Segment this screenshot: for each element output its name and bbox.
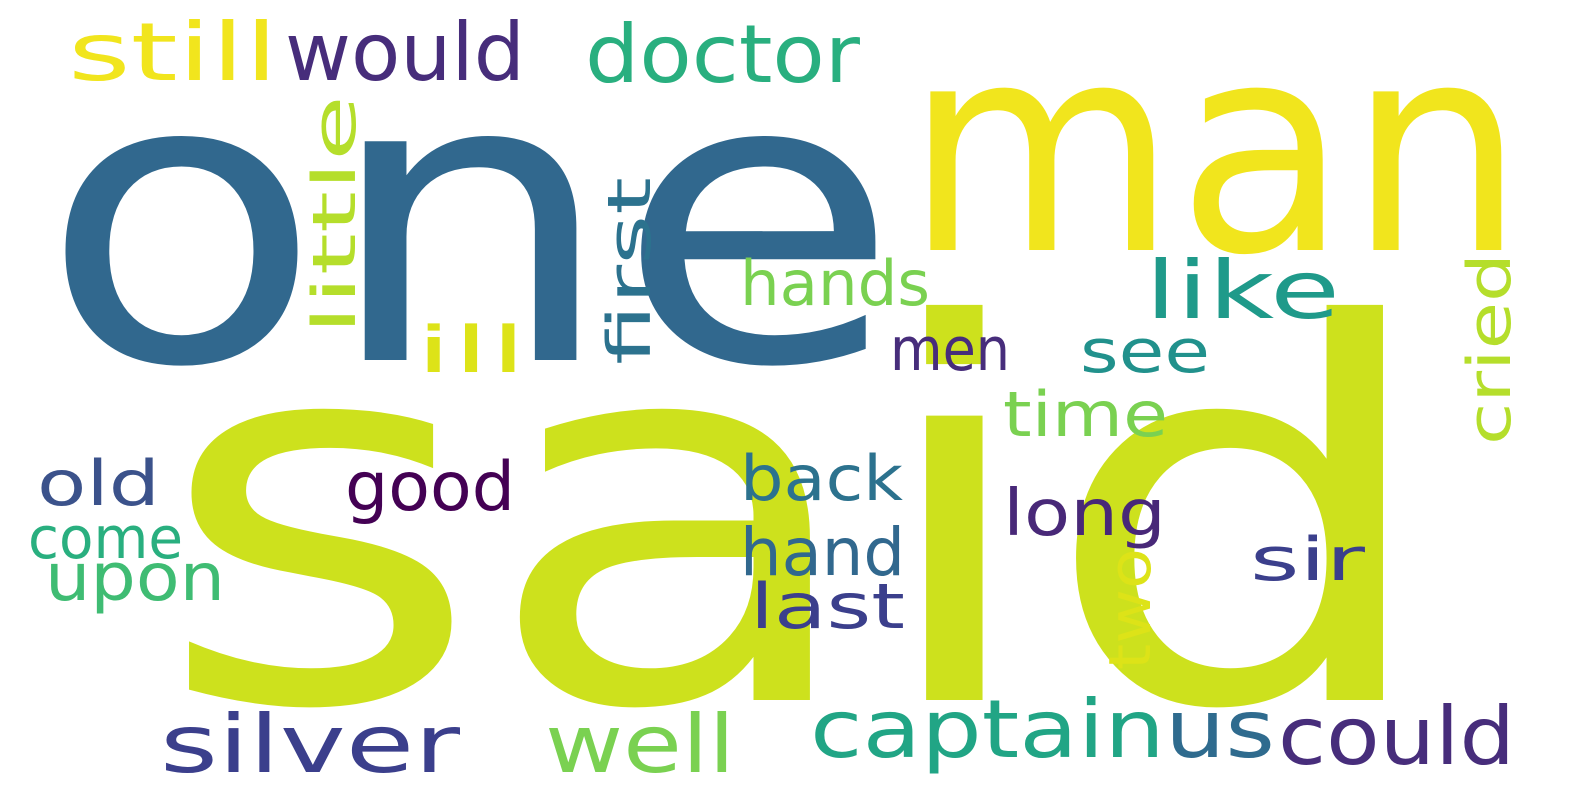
word-last: last — [750, 570, 905, 643]
word-time: time — [1003, 378, 1168, 451]
word-long: long — [1003, 477, 1166, 551]
word-little: little — [300, 95, 370, 335]
word-could: could — [1278, 690, 1515, 783]
word-would: would — [285, 6, 525, 99]
word-said: said — [155, 217, 1440, 810]
word-two: two — [1096, 548, 1164, 670]
word-back: back — [740, 442, 903, 515]
word-man: man — [905, 0, 1525, 319]
word-come: come — [28, 504, 183, 572]
word-sir: sir — [1250, 525, 1366, 595]
word-ill: ill — [415, 314, 527, 388]
word-upon: upon — [45, 539, 225, 616]
word-old: old — [37, 447, 160, 520]
word-hand: hand — [740, 514, 905, 591]
word-silver: silver — [160, 698, 460, 791]
word-well: well — [545, 698, 735, 791]
word-see: see — [1080, 317, 1210, 387]
word-one: one — [40, 0, 900, 455]
word-cried: cried — [1455, 253, 1525, 445]
word-like: like — [1145, 244, 1340, 337]
word-good: good — [345, 448, 515, 527]
word-first: first — [595, 177, 665, 365]
word-still: still — [68, 6, 278, 99]
word-captain: captain — [810, 683, 1165, 776]
word-doctor: doctor — [585, 8, 860, 101]
word-us: us — [1165, 683, 1275, 776]
word-hands: hands — [740, 247, 930, 320]
word-men: men — [890, 315, 1010, 385]
